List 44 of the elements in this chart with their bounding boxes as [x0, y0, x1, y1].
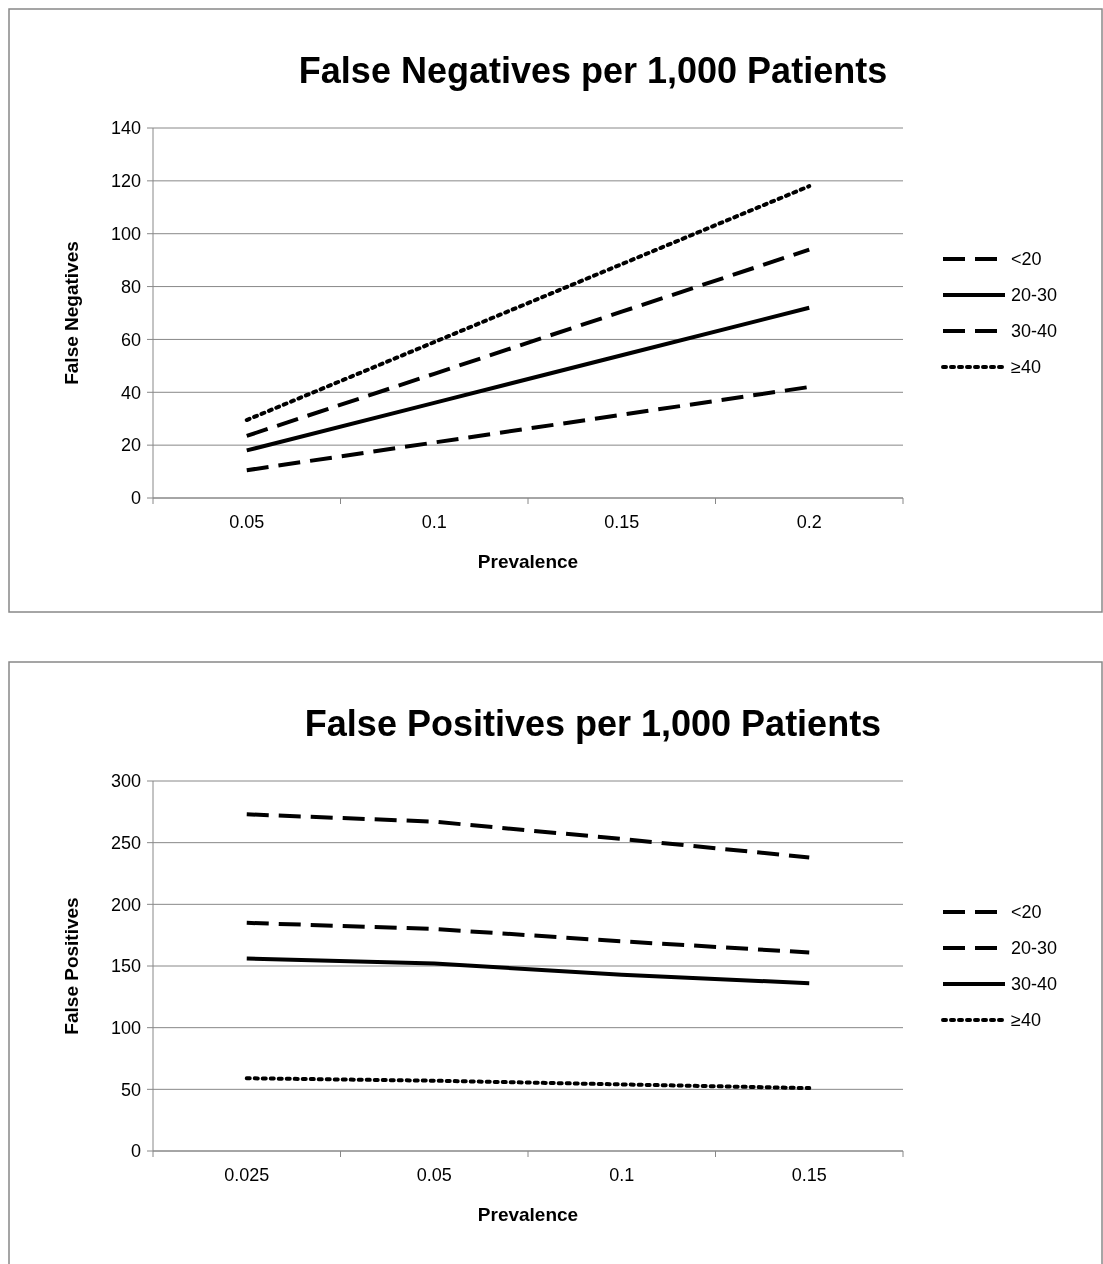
x-tick-label: 0.05 — [229, 512, 265, 532]
line-series — [244, 920, 812, 955]
chart-title: False Negatives per 1,000 Patients — [298, 50, 888, 91]
legend-label: 30-40 — [1011, 974, 1058, 995]
x-tick-label: 0.1 — [421, 512, 447, 532]
line-series — [244, 956, 812, 986]
x-tick-label: 0.15 — [604, 512, 640, 532]
y-tick-label: 150 — [110, 956, 141, 977]
y-tick-label: 200 — [110, 894, 141, 915]
y-tick-label: 120 — [110, 171, 141, 192]
y-tick-label: 0 — [130, 488, 141, 509]
line-series — [244, 184, 812, 423]
x-tick-label: 0.025 — [224, 1165, 270, 1185]
line-series — [244, 812, 812, 860]
legend-label: 20-30 — [1011, 285, 1058, 306]
y-axis-title: False Positives — [61, 897, 82, 1035]
x-tick-label: 0.1 — [609, 1165, 635, 1185]
x-axis-title: Prevalence — [477, 1204, 579, 1225]
line-series — [244, 305, 812, 453]
y-tick-label: 80 — [120, 276, 141, 297]
y-tick-label: 40 — [120, 382, 141, 403]
legend-label: 20-30 — [1011, 938, 1058, 959]
y-tick-label: 0 — [130, 1141, 141, 1162]
x-tick-label: 0.2 — [796, 512, 822, 532]
legend-label: 30-40 — [1011, 321, 1058, 342]
y-tick-label: 60 — [120, 329, 141, 350]
y-tick-label: 100 — [110, 1017, 141, 1038]
line-series — [244, 1076, 812, 1091]
y-tick-label: 300 — [110, 771, 141, 792]
chart-title: False Positives per 1,000 Patients — [304, 703, 882, 744]
x-tick-label: 0.05 — [416, 1165, 452, 1185]
y-tick-label: 50 — [120, 1079, 141, 1100]
y-tick-label: 250 — [110, 832, 141, 853]
legend-label: ≥40 — [1011, 357, 1041, 378]
legend-label: <20 — [1011, 902, 1042, 923]
legend-label: ≥40 — [1011, 1010, 1041, 1031]
legend-label: <20 — [1011, 249, 1042, 270]
x-axis-title: Prevalence — [477, 551, 579, 572]
y-tick-label: 140 — [110, 118, 141, 139]
y-axis-title: False Negatives — [61, 241, 82, 385]
line-series — [244, 247, 812, 438]
y-tick-label: 100 — [110, 224, 141, 245]
x-tick-label: 0.15 — [791, 1165, 827, 1185]
y-tick-label: 20 — [120, 435, 141, 456]
